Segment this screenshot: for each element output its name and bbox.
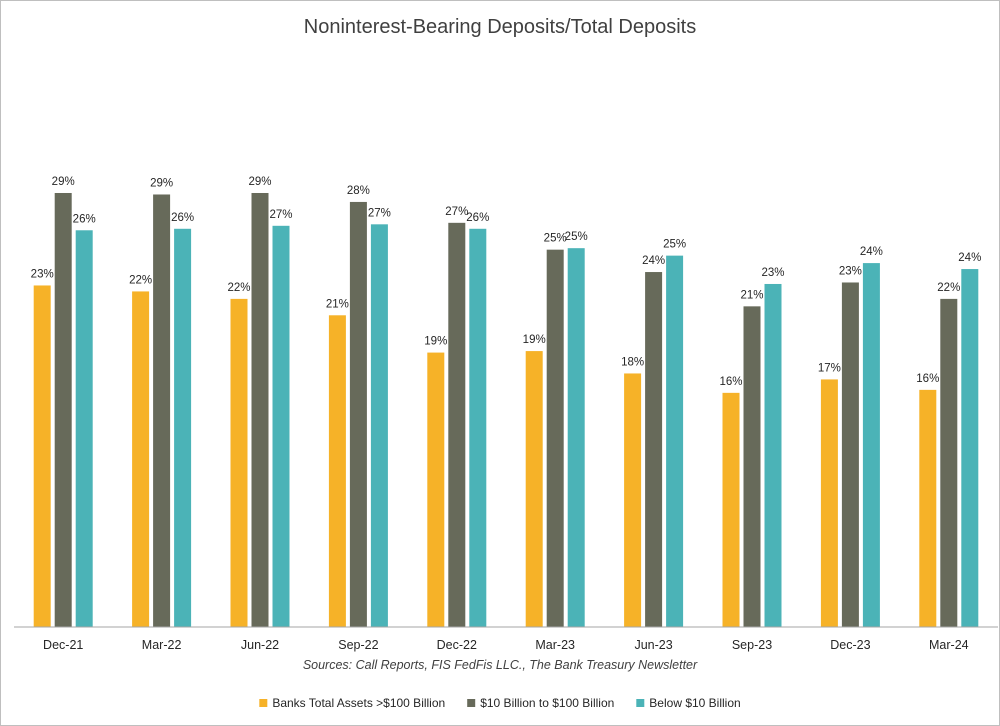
data-label: 22% bbox=[937, 282, 960, 294]
data-label: 18% bbox=[621, 356, 644, 368]
legend-label-series-3: Below $10 Billion bbox=[649, 696, 740, 710]
bar-mar-23-series-1 bbox=[525, 351, 543, 627]
data-label: 23% bbox=[839, 265, 862, 277]
data-label: 29% bbox=[52, 176, 75, 188]
data-label: 23% bbox=[31, 268, 54, 280]
x-tick-label: Jun-23 bbox=[634, 638, 672, 652]
data-label: 24% bbox=[642, 255, 665, 267]
bar-dec-21-series-3 bbox=[75, 230, 93, 627]
bar-dec-21-series-2 bbox=[54, 192, 72, 627]
bar-dec-22-series-1 bbox=[427, 352, 445, 627]
data-label: 21% bbox=[326, 298, 349, 310]
data-label: 27% bbox=[368, 207, 391, 219]
bar-jun-23-series-3 bbox=[666, 255, 684, 628]
data-label: 22% bbox=[129, 274, 152, 286]
legend-label-series-1: Banks Total Assets >$100 Billion bbox=[272, 696, 445, 710]
bar-dec-22-series-2 bbox=[448, 222, 466, 627]
data-label: 19% bbox=[424, 336, 447, 348]
x-tick-label: Dec-23 bbox=[830, 638, 870, 652]
source-note: Sources: Call Reports, FIS FedFis LLC., … bbox=[303, 658, 698, 672]
data-label: 16% bbox=[916, 373, 939, 385]
legend-swatch-series-1 bbox=[259, 699, 268, 707]
bar-dec-23-series-3 bbox=[862, 263, 880, 627]
data-label: 25% bbox=[565, 231, 588, 243]
x-tick-label: Mar-22 bbox=[142, 638, 182, 652]
chart-title: Noninterest-Bearing Deposits/Total Depos… bbox=[304, 16, 696, 38]
bar-sep-22-series-3 bbox=[370, 224, 388, 628]
bar-sep-22-series-1 bbox=[328, 315, 346, 627]
legend-label-series-2: $10 Billion to $100 Billion bbox=[480, 696, 614, 710]
legend-swatch-series-3 bbox=[636, 699, 645, 707]
data-label: 29% bbox=[248, 176, 271, 188]
bar-jun-23-series-2 bbox=[645, 272, 663, 627]
legend-swatch-series-2 bbox=[467, 699, 476, 707]
x-tick-label: Sep-22 bbox=[338, 638, 378, 652]
data-label: 25% bbox=[544, 233, 567, 245]
bar-mar-24-series-1 bbox=[919, 389, 937, 627]
bar-mar-24-series-2 bbox=[940, 298, 958, 627]
legend: Banks Total Assets >$100 Billion $10 Bill… bbox=[259, 696, 741, 710]
data-label: 28% bbox=[347, 185, 370, 197]
x-tick-label: Dec-22 bbox=[437, 638, 477, 652]
bar-mar-24-series-3 bbox=[961, 269, 979, 627]
data-label: 16% bbox=[719, 376, 742, 388]
data-label: 23% bbox=[761, 267, 784, 279]
bar-mar-22-series-2 bbox=[153, 194, 171, 627]
bar-sep-23-series-1 bbox=[722, 392, 740, 627]
data-label: 29% bbox=[150, 177, 173, 189]
data-label: 26% bbox=[171, 212, 194, 224]
bar-dec-22-series-3 bbox=[469, 228, 487, 627]
data-label: 25% bbox=[663, 239, 686, 251]
x-tick-label: Dec-21 bbox=[43, 638, 83, 652]
bar-sep-22-series-2 bbox=[349, 201, 367, 627]
data-label: 27% bbox=[445, 206, 468, 218]
data-label: 21% bbox=[740, 289, 763, 301]
bar-dec-23-series-1 bbox=[820, 379, 838, 627]
data-label: 24% bbox=[860, 246, 883, 258]
x-tick-label: Jun-22 bbox=[241, 638, 279, 652]
bar-jun-22-series-3 bbox=[272, 225, 290, 627]
bar-dec-23-series-2 bbox=[841, 282, 859, 627]
bars-group bbox=[33, 192, 979, 628]
data-label: 19% bbox=[523, 334, 546, 346]
bar-mar-22-series-1 bbox=[132, 291, 150, 627]
bar-mar-22-series-3 bbox=[174, 228, 192, 627]
x-tick-label: Mar-24 bbox=[929, 638, 969, 652]
x-tick-label: Sep-23 bbox=[732, 638, 772, 652]
bar-mar-23-series-2 bbox=[546, 249, 564, 627]
bar-sep-23-series-3 bbox=[764, 283, 782, 627]
bar-jun-22-series-2 bbox=[251, 192, 269, 627]
data-label: 26% bbox=[73, 213, 96, 225]
bar-jun-23-series-1 bbox=[624, 373, 642, 627]
data-label: 22% bbox=[227, 282, 250, 294]
data-label: 27% bbox=[269, 209, 292, 221]
x-ticks-group: Dec-21 Mar-22 Jun-22 Sep-22 Dec-22 Mar-23 Jun-… bbox=[43, 638, 969, 652]
x-tick-label: Mar-23 bbox=[535, 638, 575, 652]
bar-sep-23-series-2 bbox=[743, 306, 761, 627]
bar-mar-23-series-3 bbox=[567, 248, 585, 628]
bar-dec-21-series-1 bbox=[33, 285, 51, 627]
data-label: 26% bbox=[466, 212, 489, 224]
bar-jun-22-series-1 bbox=[230, 298, 248, 627]
data-label: 24% bbox=[958, 252, 981, 264]
data-labels-group: 23% 29% 26% 22% 29% 26% 22% 29% 27% 21% 28% 27% 19% 2… bbox=[31, 176, 982, 388]
data-label: 17% bbox=[818, 362, 841, 374]
